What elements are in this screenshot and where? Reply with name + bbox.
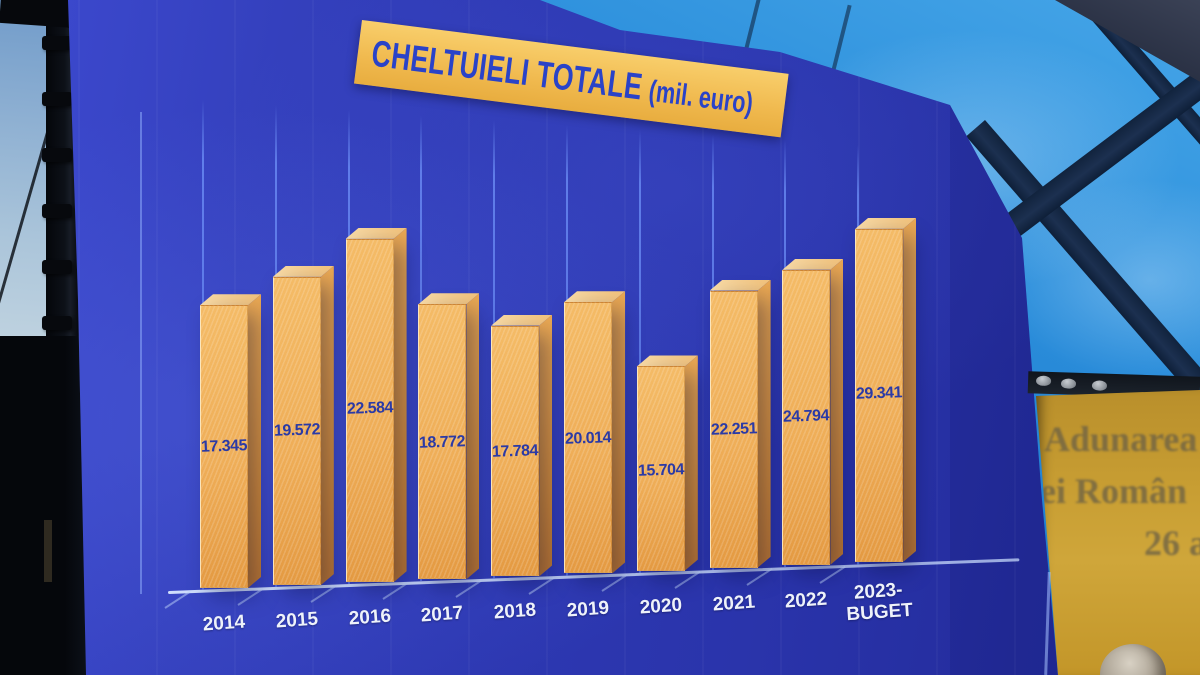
side-banner-line: 26 a <box>1144 523 1200 563</box>
side-banner-text: Adunarea ției Român 26 a <box>1034 390 1200 675</box>
bar-2014: 17.345 <box>200 294 261 588</box>
bar-top-face <box>564 291 625 303</box>
bar-value-label: 15.704 <box>637 461 685 481</box>
bar-front-face <box>491 325 540 577</box>
bar-side-face <box>830 259 843 565</box>
bar-front-face <box>709 290 758 568</box>
chart-title-unit: (mil. euro) <box>647 74 755 121</box>
bar-value-label: 24.794 <box>783 407 830 427</box>
bar-side-face <box>394 228 407 582</box>
dome-light <box>1035 375 1052 387</box>
bar-value-label: 22.584 <box>346 399 393 419</box>
bar-2015: 19.572 <box>272 265 334 586</box>
bar-2021: 22.251 <box>709 279 771 568</box>
bar-front-face <box>418 304 467 580</box>
bar-side-face <box>612 291 625 573</box>
bar-front-face <box>782 269 831 565</box>
bar-top-face <box>418 293 480 305</box>
bar-value-label: 29.341 <box>855 384 903 404</box>
bar-2019: 20.014 <box>564 291 625 574</box>
bar-side-face <box>539 315 552 577</box>
x-tick-label: 2023- BUGET <box>845 579 914 625</box>
side-banner-line: ției Român <box>1034 471 1187 511</box>
gridline <box>638 130 641 573</box>
bar-front-face <box>345 238 394 583</box>
dome-light <box>1091 380 1108 391</box>
bar-front-face <box>636 366 685 571</box>
side-banner: Adunarea ției Român 26 a <box>1034 390 1200 675</box>
bar-top-face <box>782 258 844 270</box>
bar-top-face <box>272 265 334 277</box>
bar-value-label: 19.572 <box>273 420 321 440</box>
bar-top-face <box>709 279 771 291</box>
bar-value-label: 20.014 <box>564 428 612 448</box>
bar-side-face <box>321 266 334 585</box>
bar-side-face <box>758 280 771 568</box>
bar-2017: 18.772 <box>418 293 480 580</box>
truss-clamp <box>42 92 72 106</box>
bar-top-face <box>855 217 917 229</box>
truss-clamp <box>42 204 72 218</box>
truss-clamp <box>42 260 72 274</box>
y-axis-line <box>140 112 142 594</box>
bar-2018: 17.784 <box>491 314 553 577</box>
bar-front-face <box>855 228 904 562</box>
truss-clamp <box>42 148 72 162</box>
truss-highlight <box>44 520 52 582</box>
bar-value-label: 18.772 <box>419 432 466 452</box>
bar-side-face <box>248 294 261 588</box>
bar-side-face <box>685 355 698 570</box>
truss-bottom-mass <box>0 336 90 675</box>
side-banner-line: Adunarea <box>1044 419 1198 459</box>
bar-2020: 15.704 <box>636 355 698 571</box>
bar-side-face <box>466 293 479 579</box>
bar-side-face <box>903 218 916 562</box>
bar-value-label: 17.345 <box>200 437 248 456</box>
bar-top-face <box>200 294 261 306</box>
truss-clamp <box>42 36 72 50</box>
bar-value-label: 17.784 <box>491 442 539 462</box>
bar-2022: 24.794 <box>782 258 844 565</box>
bar-value-label: 22.251 <box>710 420 757 439</box>
bar-front-face <box>564 302 612 574</box>
bar-front-face <box>200 305 248 588</box>
bar-2023-BUGET: 29.341 <box>855 217 917 562</box>
dome-light <box>1060 378 1077 389</box>
truss-clamp <box>42 316 72 330</box>
bar-top-face <box>636 355 698 367</box>
bar-top-face <box>345 227 407 239</box>
bar-front-face <box>272 276 321 586</box>
bar-top-face <box>491 314 553 326</box>
bar-2016: 22.584 <box>345 227 407 583</box>
